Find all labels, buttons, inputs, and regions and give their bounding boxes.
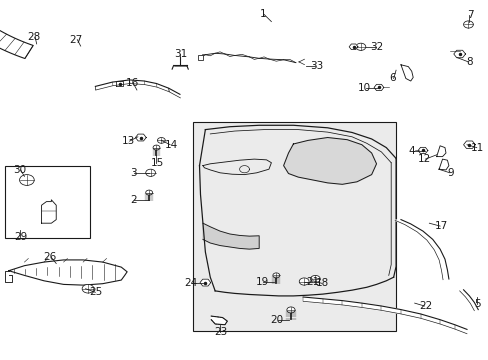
- Polygon shape: [348, 44, 357, 50]
- Circle shape: [153, 145, 160, 150]
- Polygon shape: [436, 146, 445, 157]
- Text: 8: 8: [465, 57, 472, 67]
- Text: 23: 23: [214, 327, 227, 337]
- Polygon shape: [283, 138, 376, 184]
- Polygon shape: [400, 65, 412, 81]
- Text: 32: 32: [369, 42, 383, 52]
- Text: 15: 15: [150, 158, 164, 168]
- Text: 6: 6: [388, 73, 395, 84]
- Text: 16: 16: [125, 78, 139, 88]
- Text: 30: 30: [13, 165, 26, 175]
- Polygon shape: [200, 279, 210, 286]
- Circle shape: [20, 175, 34, 185]
- Polygon shape: [373, 84, 383, 91]
- Text: 14: 14: [164, 140, 178, 150]
- Circle shape: [145, 169, 155, 176]
- Text: 31: 31: [174, 49, 187, 59]
- Circle shape: [272, 273, 279, 278]
- Text: 29: 29: [14, 232, 27, 242]
- Text: 4: 4: [408, 146, 415, 156]
- Text: 13: 13: [122, 136, 135, 146]
- Circle shape: [82, 284, 94, 293]
- Text: 27: 27: [69, 35, 83, 45]
- Circle shape: [463, 21, 472, 28]
- Circle shape: [286, 307, 294, 313]
- Text: 28: 28: [27, 32, 41, 42]
- Text: 10: 10: [358, 83, 370, 93]
- Text: 25: 25: [89, 287, 103, 297]
- Polygon shape: [394, 220, 448, 280]
- Polygon shape: [135, 134, 146, 141]
- Polygon shape: [438, 159, 448, 170]
- Polygon shape: [95, 80, 180, 98]
- Text: 11: 11: [470, 143, 484, 153]
- Text: 17: 17: [433, 221, 447, 231]
- Text: 5: 5: [473, 299, 480, 309]
- Text: 18: 18: [315, 278, 329, 288]
- Text: 1: 1: [259, 9, 266, 19]
- Polygon shape: [9, 260, 127, 285]
- Polygon shape: [303, 297, 466, 334]
- Circle shape: [310, 275, 320, 283]
- Polygon shape: [41, 200, 56, 223]
- Text: 24: 24: [184, 278, 198, 288]
- Text: 9: 9: [447, 168, 453, 178]
- Circle shape: [355, 43, 365, 50]
- Text: 7: 7: [466, 10, 473, 20]
- Polygon shape: [198, 55, 203, 60]
- Polygon shape: [0, 2, 33, 59]
- Text: 2: 2: [130, 195, 137, 205]
- Circle shape: [299, 278, 308, 285]
- Text: 20: 20: [270, 315, 283, 325]
- Circle shape: [145, 190, 152, 195]
- Polygon shape: [459, 290, 477, 311]
- Bar: [193, 122, 395, 331]
- Text: 22: 22: [418, 301, 431, 311]
- Text: 21: 21: [305, 276, 319, 287]
- Text: 12: 12: [417, 154, 430, 164]
- Circle shape: [157, 138, 165, 143]
- Polygon shape: [417, 147, 427, 154]
- Polygon shape: [5, 271, 12, 282]
- Text: 26: 26: [43, 252, 57, 262]
- Text: 33: 33: [309, 60, 323, 71]
- Polygon shape: [203, 223, 259, 249]
- Text: 3: 3: [130, 168, 137, 178]
- Polygon shape: [463, 141, 474, 148]
- Polygon shape: [211, 316, 227, 325]
- Bar: [5, 166, 90, 238]
- Polygon shape: [453, 50, 465, 58]
- Text: 19: 19: [255, 276, 268, 287]
